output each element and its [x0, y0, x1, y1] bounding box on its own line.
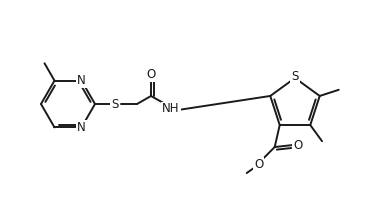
- Text: N: N: [77, 74, 86, 87]
- Text: O: O: [254, 158, 263, 170]
- Text: O: O: [293, 138, 302, 152]
- Text: S: S: [111, 98, 119, 110]
- Text: S: S: [291, 71, 299, 84]
- Text: N: N: [77, 121, 86, 134]
- Text: O: O: [146, 68, 156, 81]
- Text: NH: NH: [162, 102, 180, 116]
